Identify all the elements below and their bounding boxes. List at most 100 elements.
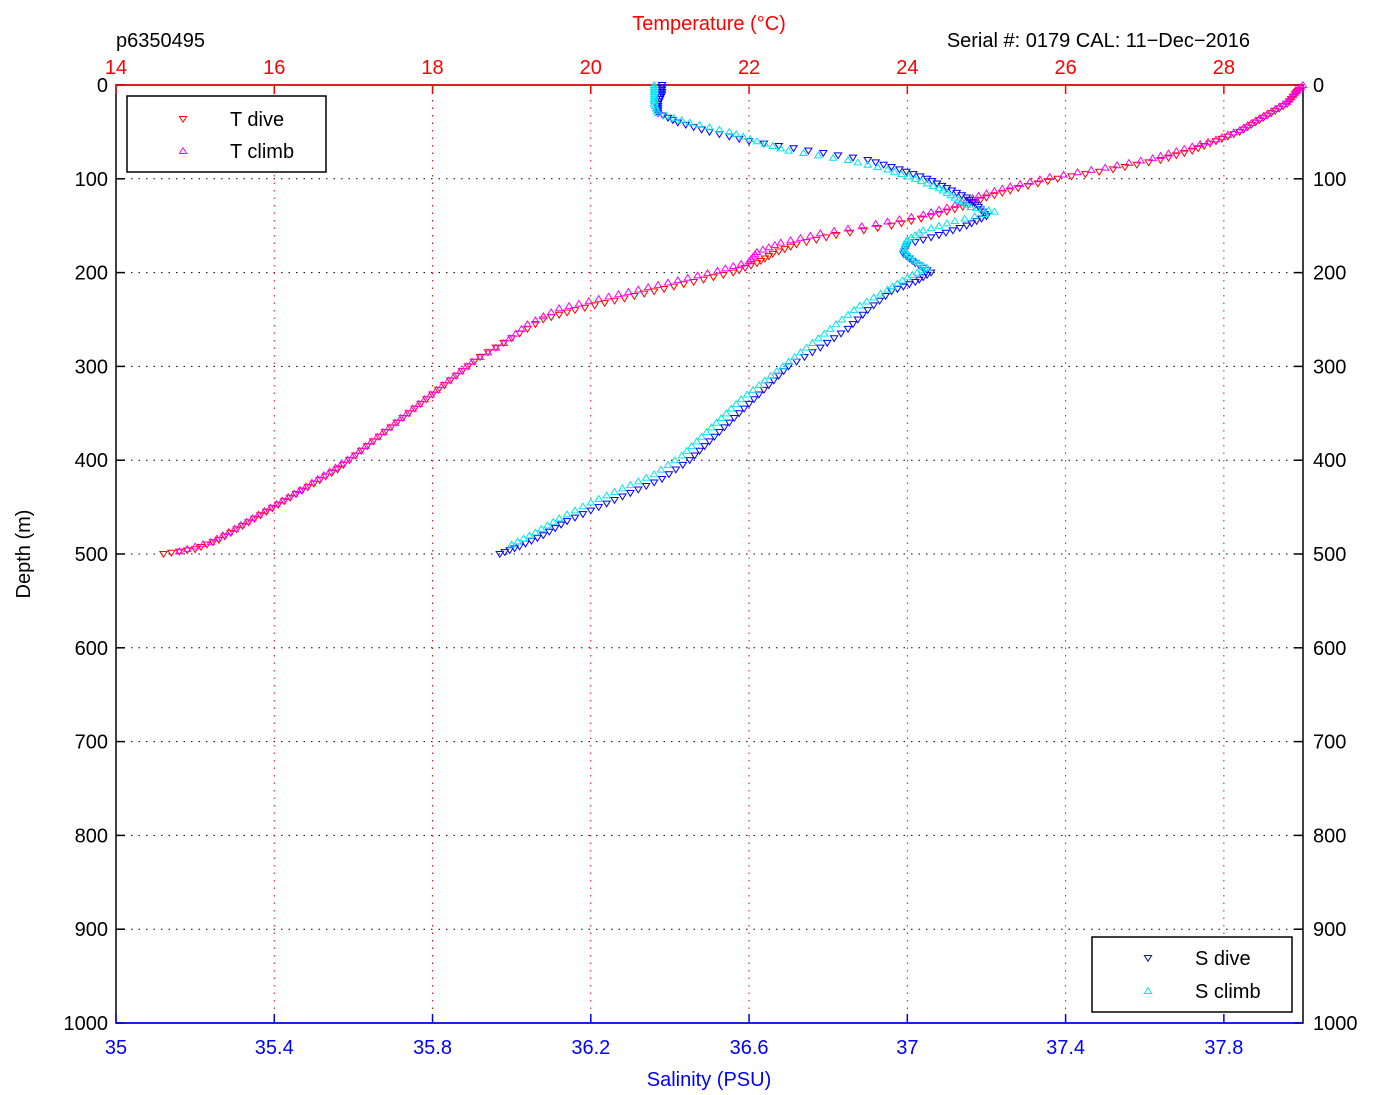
t-climb-point bbox=[511, 329, 521, 337]
s-climb-point bbox=[910, 174, 920, 182]
depth-tick-label-left: 1000 bbox=[64, 1013, 109, 1035]
t-climb-point bbox=[1086, 165, 1096, 173]
depth-tick-label-left: 500 bbox=[75, 544, 108, 566]
s-climb-point bbox=[828, 153, 838, 161]
t-dive-point bbox=[554, 311, 564, 319]
t-dive-point bbox=[1179, 149, 1189, 158]
s-dive-point bbox=[822, 339, 832, 348]
s-dive-point bbox=[910, 239, 920, 247]
t-climb-point bbox=[744, 257, 754, 265]
t-dive-point bbox=[896, 220, 906, 228]
s-dive-point bbox=[714, 131, 724, 139]
s-climb-point bbox=[873, 162, 883, 171]
t-dive-point bbox=[1043, 178, 1053, 186]
t-dive-point bbox=[273, 501, 283, 509]
t-climb-point bbox=[224, 527, 234, 535]
s-climb-point bbox=[697, 432, 707, 440]
s-dive-point bbox=[789, 145, 799, 153]
s-climb-point bbox=[978, 205, 988, 213]
s-dive-point bbox=[570, 514, 580, 522]
t-climb-point bbox=[796, 233, 806, 241]
s-climb-point bbox=[798, 148, 808, 157]
t-dive-point bbox=[580, 304, 590, 312]
t-climb-point bbox=[653, 280, 663, 288]
s-climb-point bbox=[649, 90, 659, 98]
t-climb-point bbox=[455, 366, 465, 375]
s-climb-point bbox=[950, 193, 960, 201]
t-climb-point bbox=[467, 357, 477, 365]
legend-temperature-box bbox=[126, 95, 327, 173]
s-climb-point bbox=[726, 404, 736, 412]
t-dive-point bbox=[669, 283, 679, 291]
t-climb-point bbox=[894, 214, 904, 223]
t-climb-point bbox=[414, 399, 424, 407]
s-climb-point bbox=[853, 158, 863, 166]
t-climb-point bbox=[962, 196, 972, 204]
legend-s-dive-marker bbox=[1143, 954, 1153, 963]
s-climb-point bbox=[979, 209, 989, 217]
legend-s-dive-label: S dive bbox=[1195, 948, 1251, 970]
axis-ticks: 0 0 100 100 200 200 300 300 400 400 500 500 600 600 70… bbox=[64, 57, 1358, 1059]
t-climb-point bbox=[1112, 161, 1122, 169]
s-climb-point bbox=[825, 324, 835, 332]
s-dive-point bbox=[625, 490, 635, 498]
t-climb-point bbox=[437, 380, 447, 389]
t-climb-point bbox=[613, 289, 623, 298]
s-climb-point bbox=[983, 206, 993, 214]
s-dive-point bbox=[968, 199, 978, 207]
s-dive-point bbox=[829, 335, 839, 343]
depth-tick-label-right: 1000 bbox=[1313, 1013, 1358, 1035]
s-climb-point bbox=[946, 191, 956, 199]
t-dive-point bbox=[873, 225, 883, 233]
s-climb-point bbox=[724, 127, 734, 135]
t-climb-point bbox=[673, 275, 683, 284]
t-climb-point bbox=[934, 205, 944, 213]
s-dive-point bbox=[875, 297, 885, 305]
t-dive-point bbox=[174, 548, 184, 556]
t-climb-point bbox=[530, 316, 540, 324]
t-dive-point bbox=[208, 539, 218, 547]
s-climb-point bbox=[910, 230, 920, 239]
t-climb-point bbox=[342, 455, 352, 463]
s-climb-point bbox=[876, 289, 886, 297]
s-climb-point bbox=[796, 348, 806, 356]
t-dive-point bbox=[469, 358, 479, 366]
t-climb-point bbox=[1100, 163, 1110, 171]
t-climb-point bbox=[1217, 132, 1227, 141]
t-climb-point bbox=[1258, 111, 1268, 119]
depth-tick-label-right: 100 bbox=[1313, 169, 1346, 191]
t-dive-point bbox=[752, 260, 762, 268]
s-climb-point bbox=[863, 160, 873, 168]
s-climb-point bbox=[954, 195, 964, 203]
t-climb-point bbox=[770, 240, 780, 248]
s-climb-point bbox=[524, 531, 534, 539]
depth-tick-label-left: 400 bbox=[75, 450, 108, 472]
t-climb-point bbox=[1203, 137, 1213, 145]
t-climb-point bbox=[212, 534, 222, 542]
t-climb-point bbox=[517, 324, 527, 332]
t-dive-point bbox=[285, 494, 295, 502]
s-dive-point bbox=[633, 486, 643, 494]
legend-t-dive-label: T dive bbox=[230, 109, 284, 131]
t-dive-point bbox=[997, 189, 1007, 198]
t-climb-point bbox=[871, 219, 881, 227]
s-climb-point bbox=[731, 130, 741, 138]
legend-s-climb-marker bbox=[1143, 986, 1153, 995]
t-dive-point bbox=[639, 290, 649, 298]
s-climb-point bbox=[714, 125, 724, 133]
t-climb-point bbox=[337, 459, 347, 467]
t-dive-point bbox=[801, 239, 811, 247]
s-dive-point bbox=[848, 321, 858, 329]
s-climb-point bbox=[695, 120, 705, 128]
t-climb-point bbox=[683, 273, 693, 281]
s-dive-point bbox=[704, 438, 715, 446]
t-dive-point bbox=[1144, 159, 1154, 167]
t-climb-point bbox=[1270, 104, 1280, 112]
t-climb-point bbox=[198, 539, 208, 548]
s-climb-point bbox=[649, 87, 659, 96]
s-climb-point bbox=[738, 132, 748, 140]
t-climb-point bbox=[1045, 172, 1055, 180]
salinity-axis-title: Salinity (PSU) bbox=[647, 1069, 771, 1091]
s-climb-point bbox=[889, 167, 899, 175]
t-climb-point bbox=[1266, 107, 1276, 115]
